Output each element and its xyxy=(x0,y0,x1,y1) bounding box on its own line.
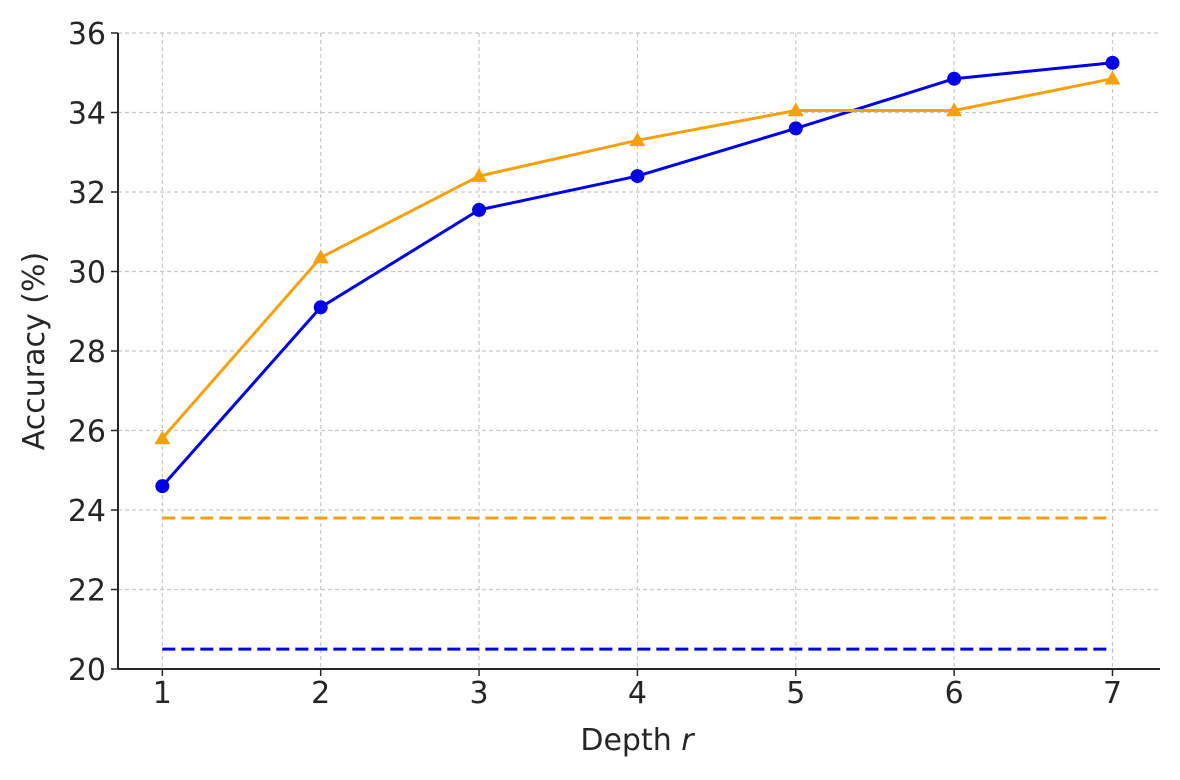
y-tick-label: 20 xyxy=(68,653,106,688)
grid xyxy=(118,32,1160,669)
data-point xyxy=(1105,55,1120,70)
y-tick-label: 28 xyxy=(68,335,106,370)
y-tick-label: 24 xyxy=(68,494,106,529)
series xyxy=(154,55,1121,494)
x-tick-label: 5 xyxy=(786,676,805,711)
x-tick-label: 2 xyxy=(311,676,330,711)
data-point xyxy=(154,430,171,445)
y-axis-title: Accuracy (%) xyxy=(17,252,52,450)
data-point xyxy=(1104,70,1121,85)
data-point xyxy=(629,132,646,147)
x-tick-label: 6 xyxy=(945,676,964,711)
data-point xyxy=(946,102,963,117)
y-tick-label: 30 xyxy=(68,256,106,291)
data-point xyxy=(471,168,488,182)
x-tick-label: 1 xyxy=(153,676,172,711)
data-point xyxy=(312,249,329,264)
y-tick-label: 36 xyxy=(68,17,106,52)
x-axis-title: Depth r xyxy=(580,723,695,758)
data-point xyxy=(472,202,487,217)
data-point xyxy=(947,71,962,86)
x-tick-label: 4 xyxy=(628,676,647,711)
data-point xyxy=(155,479,170,494)
y-tick-label: 34 xyxy=(68,97,106,132)
x-tick-label: 3 xyxy=(470,676,489,711)
data-point xyxy=(630,169,645,184)
data-point xyxy=(788,121,803,136)
baselines xyxy=(162,516,1113,651)
y-tick-label: 22 xyxy=(68,574,106,609)
x-tick-label: 7 xyxy=(1103,676,1122,711)
y-tick-label: 26 xyxy=(68,415,106,450)
data-point xyxy=(787,102,804,117)
y-tick-label: 32 xyxy=(68,176,106,211)
data-point xyxy=(313,300,328,315)
